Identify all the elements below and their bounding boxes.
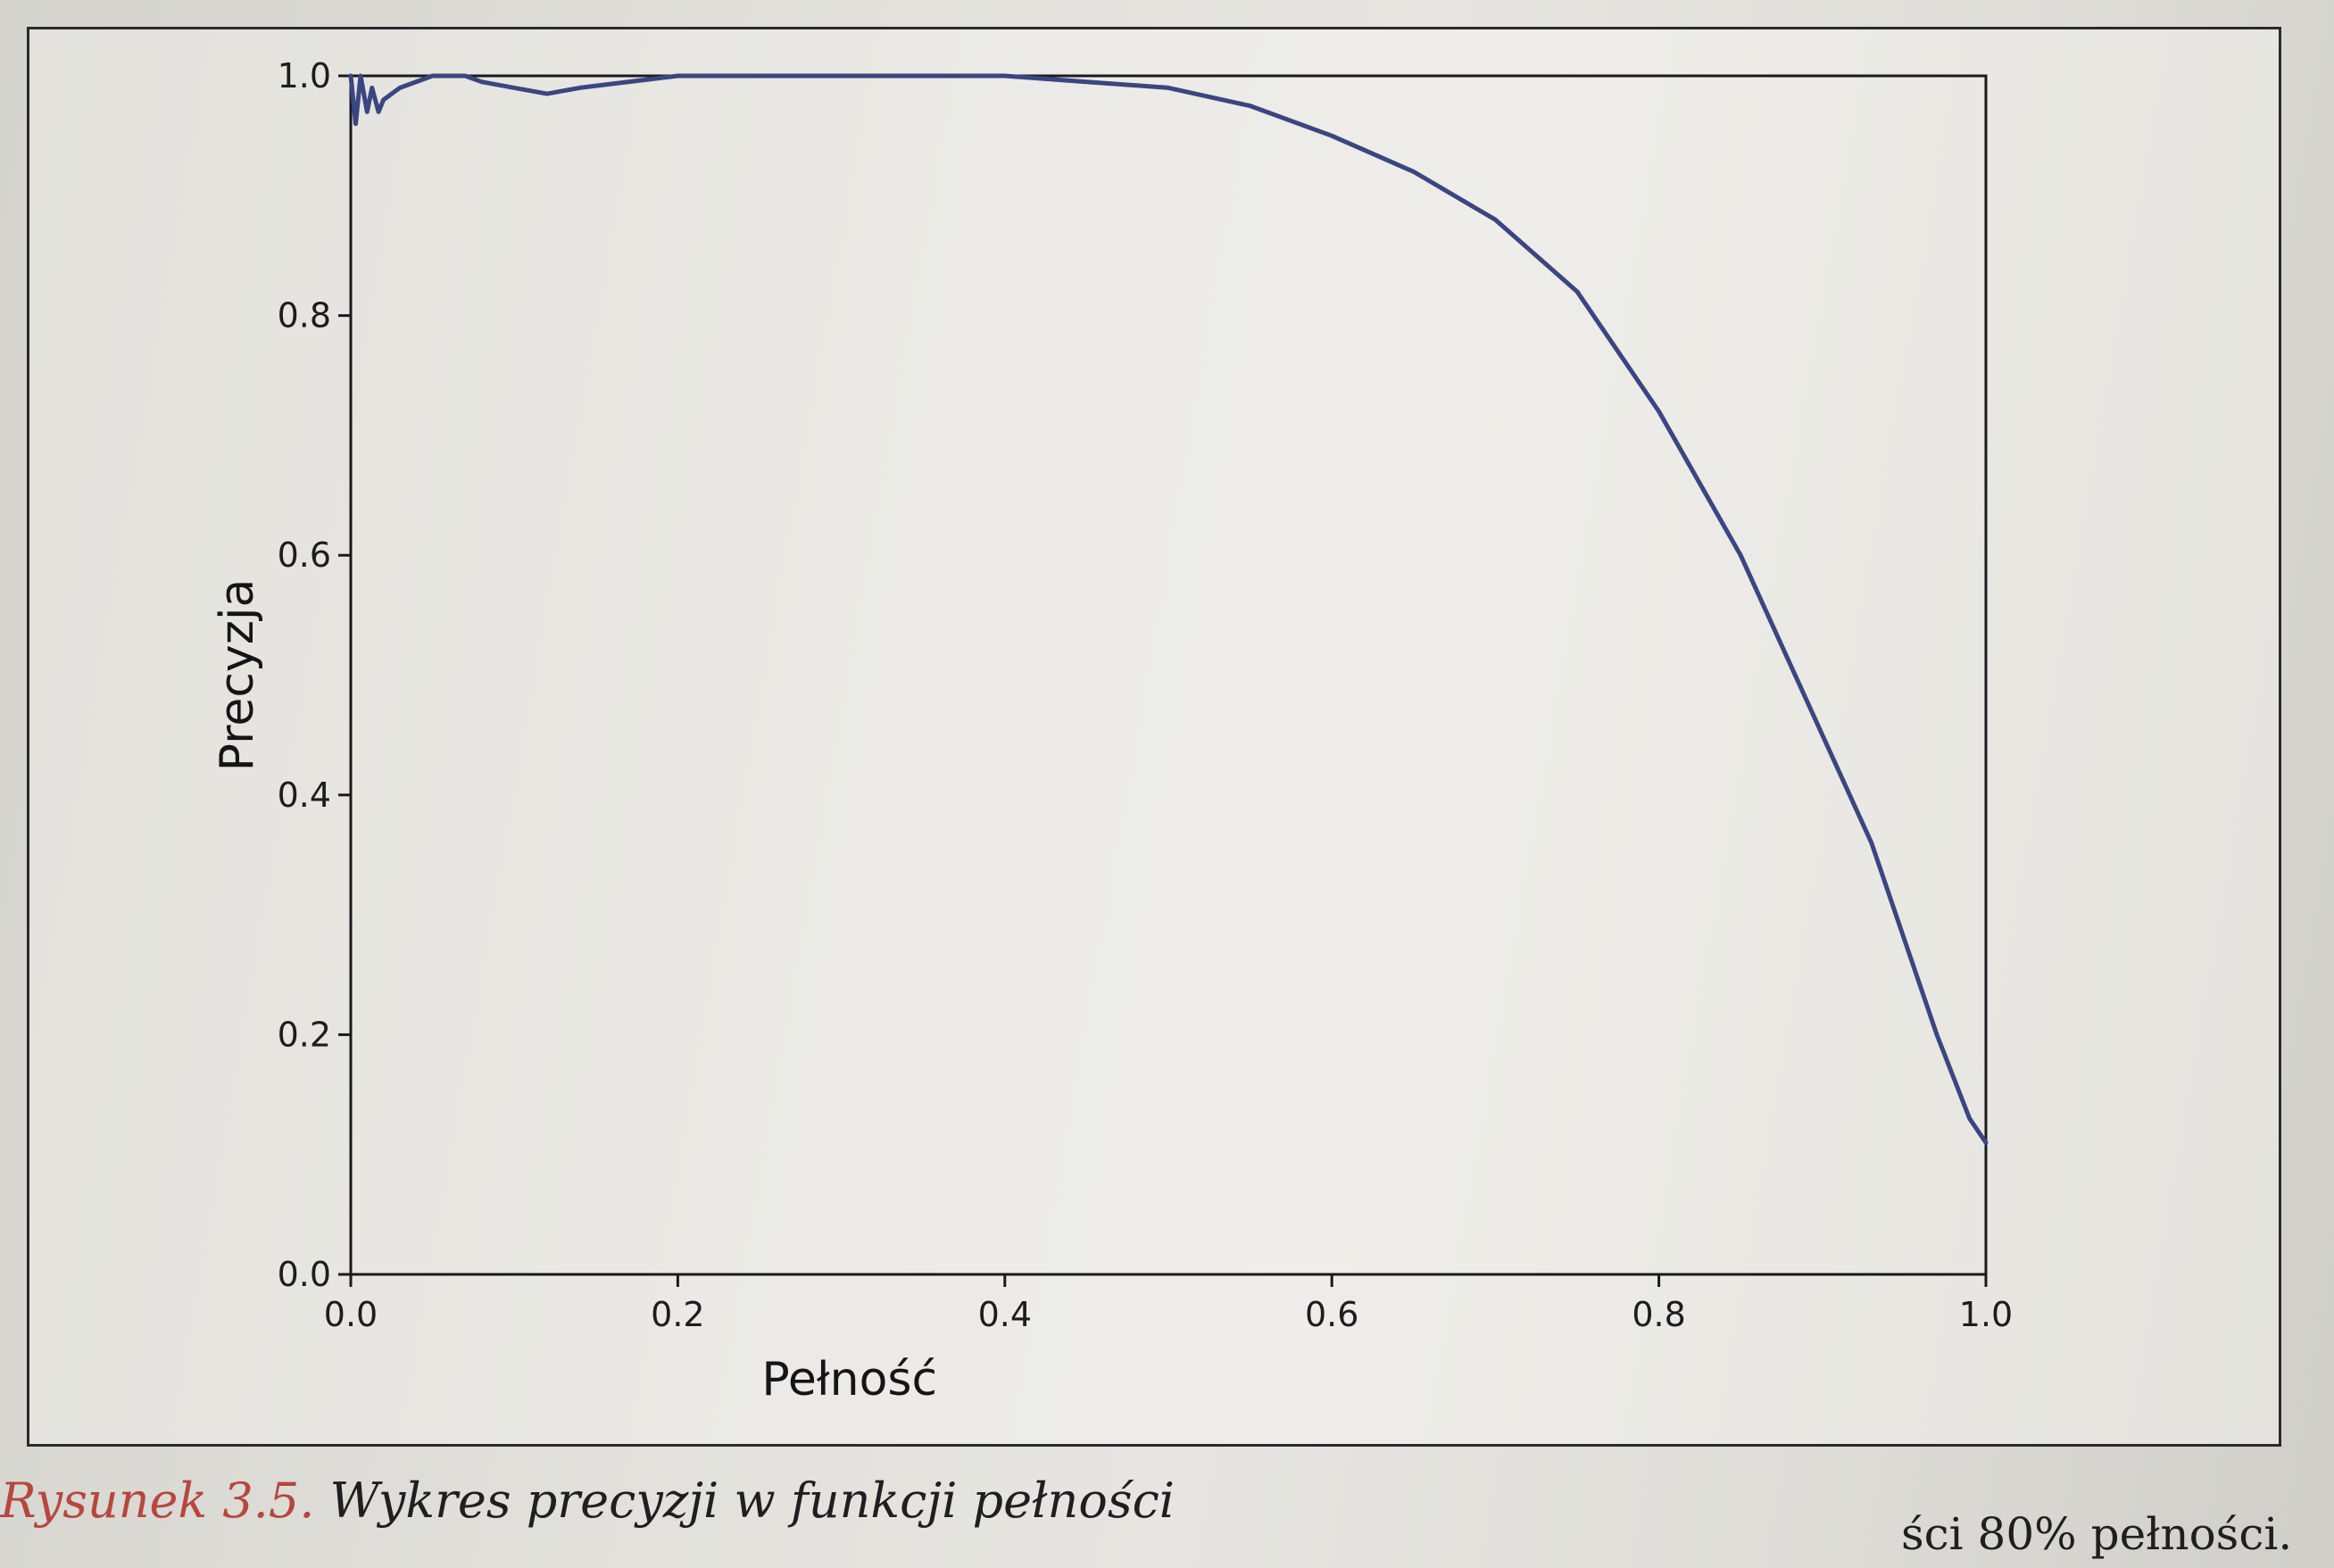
x-tick-label: 0.8 [1632, 1295, 1685, 1334]
y-tick-label: 0.6 [278, 535, 331, 575]
x-tick-label: 0.0 [324, 1295, 378, 1334]
series-line-precision-recall [348, 73, 1989, 1145]
figure-frame [27, 27, 2281, 1447]
y-tick-label: 0.0 [278, 1255, 331, 1294]
y-axis-label: Precyzja [211, 579, 264, 772]
plot-area-frame [349, 74, 1988, 1276]
x-tick-label: 0.4 [978, 1295, 1032, 1334]
y-tick-label: 0.8 [278, 296, 331, 336]
figure-caption: Rysunek 3.5. Wykres precyzji w funkcji p… [0, 1473, 1175, 1529]
figure-caption-text: Wykres precyzji w funkcji pełności [329, 1473, 1175, 1529]
body-text-fragment: ści 80% pełności. [1901, 1508, 2293, 1560]
figure-number: Rysunek 3.5. [0, 1473, 315, 1529]
y-tick-label: 0.2 [278, 1015, 331, 1054]
x-tick-label: 1.0 [1959, 1295, 2013, 1334]
y-tick-label: 1.0 [278, 56, 331, 95]
x-axis-label: Pełność [761, 1353, 937, 1406]
y-tick-label: 0.4 [278, 776, 331, 815]
x-tick-label: 0.6 [1305, 1295, 1358, 1334]
precision-recall-chart: 0.0 0.2 0.4 0.6 0.8 1.0 0.0 0.2 0.4 0.6 0.8 1.0 Pełn… [211, 56, 2013, 1406]
x-tick-label: 0.2 [651, 1295, 704, 1334]
